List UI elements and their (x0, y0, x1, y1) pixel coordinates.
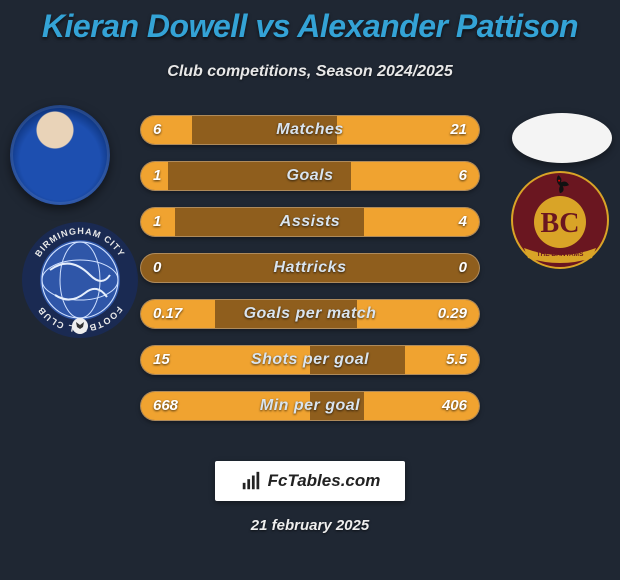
comparison-stage: BIRMINGHAM CITY FOOTBALL CLUB BC THE (0, 105, 620, 445)
crest-right-scroll: THE BANTAMS (537, 251, 584, 258)
stat-label: Min per goal (141, 392, 479, 420)
stat-label: Goals per match (141, 300, 479, 328)
stat-label: Assists (141, 208, 479, 236)
subtitle: Club competitions, Season 2024/2025 (0, 63, 620, 81)
stat-row: 668406Min per goal (140, 391, 480, 421)
crest-right-letters: BC (541, 208, 580, 239)
player-right-photo (512, 113, 612, 163)
stat-label: Matches (141, 116, 479, 144)
club-crest-right: BC THE BANTAMS (510, 170, 610, 270)
stat-label: Goals (141, 162, 479, 190)
club-crest-left: BIRMINGHAM CITY FOOTBALL CLUB (20, 220, 140, 340)
stat-row: 00Hattricks (140, 253, 480, 283)
player-left-photo (10, 105, 110, 205)
page-title: Kieran Dowell vs Alexander Pattison (0, 0, 620, 45)
stat-row: 14Assists (140, 207, 480, 237)
brand-badge: FcTables.com (215, 461, 405, 501)
stat-label: Hattricks (141, 254, 479, 282)
stat-label: Shots per goal (141, 346, 479, 374)
stat-row: 0.170.29Goals per match (140, 299, 480, 329)
stat-row: 621Matches (140, 115, 480, 145)
brand-text: FcTables.com (268, 471, 381, 491)
stat-row: 155.5Shots per goal (140, 345, 480, 375)
stat-bars: 621Matches 16Goals 14Assists 00Hattricks 0.1… (140, 115, 480, 437)
stat-row: 16Goals (140, 161, 480, 191)
date-label: 21 february 2025 (0, 517, 620, 534)
brand-chart-icon (240, 470, 262, 492)
